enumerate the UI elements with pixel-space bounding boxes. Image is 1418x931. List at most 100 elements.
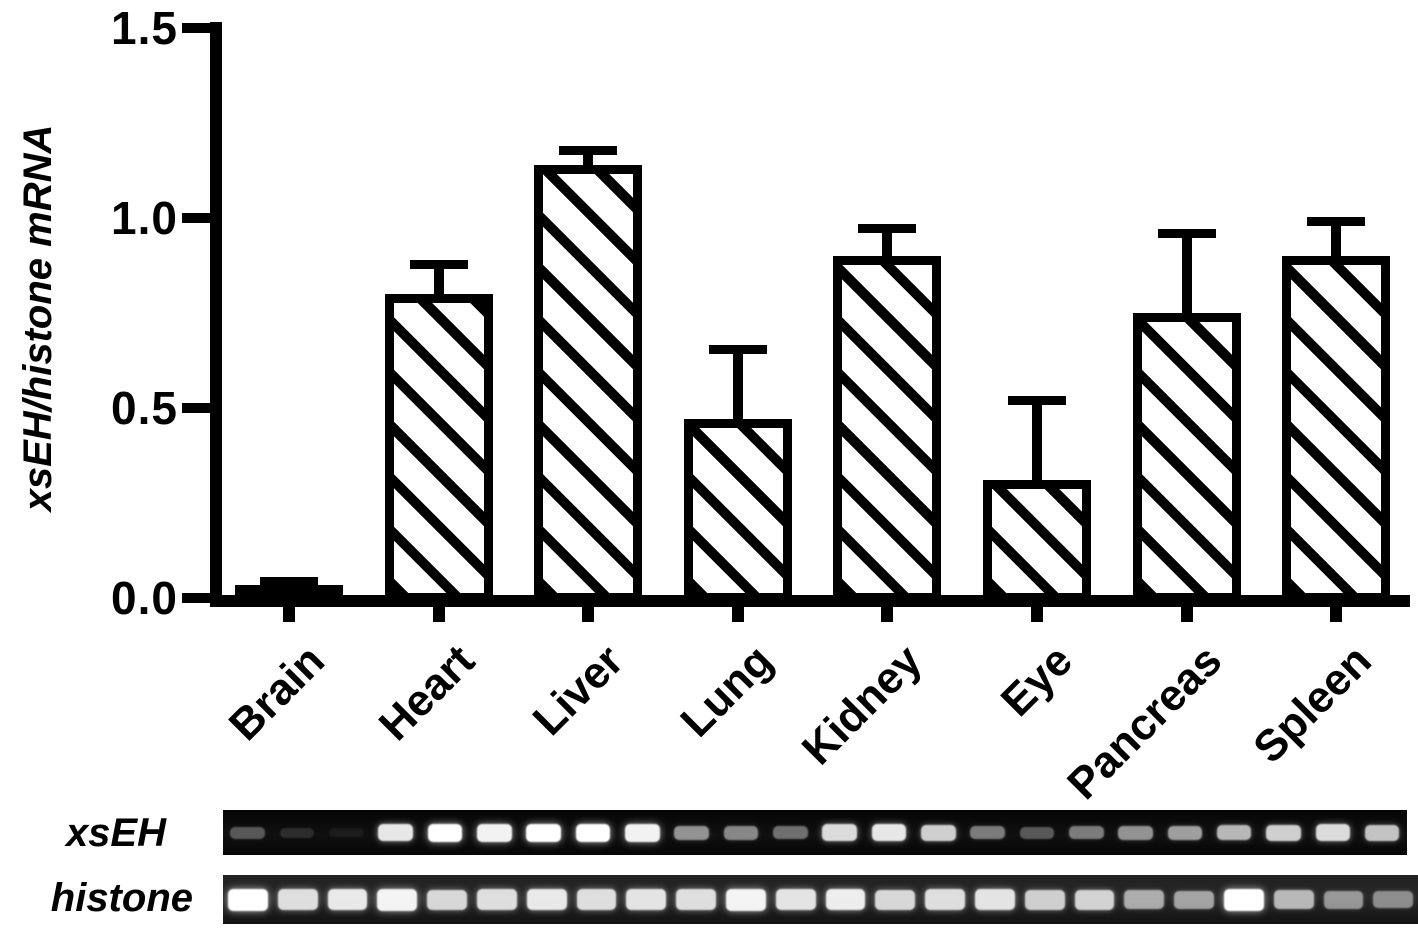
- error-bar-cap-liver: [559, 146, 617, 155]
- gel-lane-4: [371, 810, 420, 855]
- error-bar-stem-spleen: [1331, 221, 1341, 259]
- gel-band: [1315, 824, 1351, 841]
- gel-label-histone: histone: [50, 876, 193, 920]
- gel-lane-24: [1368, 875, 1418, 924]
- gel-lane-11: [716, 810, 765, 855]
- y-tick-label: 0.5: [111, 382, 178, 434]
- x-category-label-heart: Heart: [369, 635, 484, 751]
- y-tick-1.0: [182, 213, 214, 223]
- gel-lane-9: [618, 810, 667, 855]
- gel-band: [1323, 890, 1364, 909]
- gel-lane-17: [1019, 875, 1070, 924]
- gel-band: [1118, 825, 1153, 840]
- x-tick-liver: [582, 600, 594, 622]
- gel-band: [626, 889, 667, 910]
- gel-lane-2: [272, 810, 321, 855]
- gel-lane-1: [223, 810, 272, 855]
- x-tick-pancreas: [1181, 600, 1193, 622]
- gel-band: [1174, 890, 1214, 909]
- x-tick-eye: [1031, 600, 1043, 622]
- x-tick-brain: [283, 600, 295, 622]
- y-tick-0.0: [182, 593, 214, 603]
- gel-lane-8: [571, 875, 622, 924]
- gel-band: [378, 824, 413, 841]
- gel-band: [1273, 890, 1314, 909]
- gel-lane-13: [815, 810, 864, 855]
- gel-label-xseh: xsEH: [65, 811, 166, 855]
- error-bar-stem-liver: [583, 150, 593, 168]
- gel-band: [576, 889, 617, 910]
- gel-band: [1167, 825, 1203, 840]
- x-category-label-liver: Liver: [523, 635, 633, 745]
- y-tick-label: 1.5: [111, 2, 178, 54]
- gel-band: [1068, 826, 1104, 839]
- gel-lane-20: [1169, 875, 1219, 924]
- gel-band: [625, 823, 660, 842]
- x-tick-spleen: [1330, 600, 1342, 622]
- gel-lane-23: [1308, 810, 1357, 855]
- x-category-label-eye: Eye: [991, 635, 1082, 726]
- gel-band: [674, 825, 709, 840]
- error-bar-stem-heart: [434, 264, 444, 297]
- bar-pancreas: [1133, 313, 1241, 602]
- gel-lane-13: [820, 875, 871, 924]
- y-tick-0.5: [182, 403, 214, 413]
- y-axis-line: [210, 22, 222, 607]
- x-category-label-pancreas: Pancreas: [1058, 635, 1232, 809]
- gel-lane-7: [521, 875, 572, 924]
- gel-band: [725, 888, 766, 911]
- gel-band: [1216, 825, 1252, 840]
- gel-band: [1266, 824, 1301, 841]
- gel-lane-14: [870, 875, 921, 924]
- gel-lane-11: [720, 875, 771, 924]
- gel-lane-5: [422, 875, 472, 924]
- gel-band: [526, 823, 561, 842]
- gel-lane-21: [1210, 810, 1259, 855]
- gel-lane-19: [1119, 875, 1170, 924]
- gel-lane-23: [1318, 875, 1369, 924]
- bar-liver: [534, 165, 642, 602]
- gel-lane-18: [1062, 810, 1111, 855]
- gel-band: [825, 889, 866, 910]
- gel-band: [1223, 888, 1264, 911]
- gel-lane-21: [1218, 875, 1269, 924]
- gel-lane-24: [1358, 810, 1407, 855]
- gel-band: [1364, 824, 1400, 841]
- gel-lane-4: [372, 875, 423, 924]
- gel-band: [1074, 889, 1115, 910]
- gel-lane-18: [1069, 875, 1120, 924]
- x-category-label-kidney: Kidney: [793, 635, 932, 775]
- gel-band: [822, 824, 857, 841]
- gel-lane-17: [1012, 810, 1061, 855]
- x-category-label-brain: Brain: [219, 635, 334, 751]
- gel-lane-12: [766, 810, 815, 855]
- error-bar-cap-heart: [410, 260, 468, 269]
- gel-band: [723, 825, 759, 840]
- gel-band: [230, 826, 265, 839]
- gel-lane-9: [621, 875, 672, 924]
- x-tick-lung: [732, 600, 744, 622]
- gel-lane-3: [322, 810, 371, 855]
- gel-strip-histone: [223, 875, 1418, 924]
- gel-band: [676, 889, 716, 910]
- bar-spleen: [1282, 256, 1390, 602]
- gel-band: [1124, 890, 1165, 909]
- gel-band: [377, 888, 418, 911]
- gel-band: [427, 889, 467, 910]
- gel-lane-20: [1160, 810, 1209, 855]
- y-tick-label: 1.0: [111, 192, 178, 244]
- gel-band: [974, 889, 1015, 910]
- gel-band: [775, 889, 816, 910]
- error-bar-cap-eye: [1008, 396, 1066, 405]
- gel-band: [427, 823, 463, 842]
- gel-band: [925, 889, 965, 910]
- error-bar-stem-pancreas: [1182, 233, 1192, 316]
- x-category-label-lung: Lung: [671, 635, 783, 747]
- gel-lane-3: [322, 875, 373, 924]
- gel-band: [279, 827, 315, 838]
- y-tick-1.5: [182, 23, 214, 33]
- gel-lane-2: [272, 875, 323, 924]
- gel-band: [1019, 826, 1055, 839]
- bar-lung: [684, 419, 792, 602]
